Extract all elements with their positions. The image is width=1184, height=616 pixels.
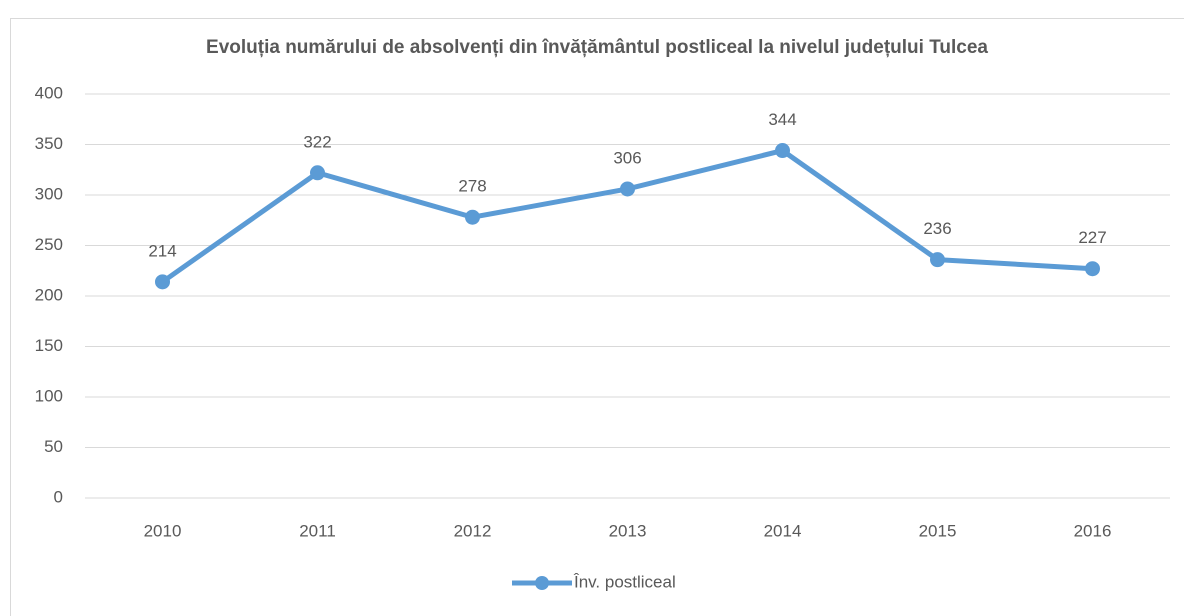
y-tick-label: 250 xyxy=(35,235,63,254)
y-tick-label: 0 xyxy=(54,487,63,506)
chart-title: Evoluția numărului de absolvenți din înv… xyxy=(206,37,988,58)
point-marker xyxy=(465,209,480,225)
point-marker xyxy=(775,143,790,159)
data-label: 322 xyxy=(303,132,331,151)
point-marker xyxy=(930,252,945,268)
y-tick-label: 400 xyxy=(35,83,63,102)
data-label: 236 xyxy=(923,219,951,238)
x-tick-label: 2011 xyxy=(299,521,336,540)
data-label: 227 xyxy=(1078,228,1106,247)
y-tick-label: 100 xyxy=(35,386,63,405)
y-tick-label: 300 xyxy=(35,184,63,203)
y-tick-label: 50 xyxy=(44,437,63,456)
y-tick-label: 350 xyxy=(35,134,63,153)
data-label: 344 xyxy=(768,110,796,129)
point-marker xyxy=(155,274,170,290)
x-tick-label: 2013 xyxy=(609,521,647,540)
x-tick-label: 2016 xyxy=(1074,521,1112,540)
point-marker xyxy=(620,181,635,197)
data-label: 306 xyxy=(613,148,641,167)
data-label: 278 xyxy=(458,177,486,196)
y-tick-label: 200 xyxy=(35,285,63,304)
legend-label: Înv. postliceal xyxy=(573,572,676,591)
data-label: 214 xyxy=(148,241,176,260)
x-tick-label: 2015 xyxy=(919,521,957,540)
point-marker xyxy=(310,165,325,181)
x-tick-label: 2010 xyxy=(144,521,182,540)
legend-marker xyxy=(535,576,549,590)
point-marker xyxy=(1085,261,1100,277)
chart-border xyxy=(10,18,1184,616)
x-tick-label: 2012 xyxy=(454,521,492,540)
x-tick-label: 2014 xyxy=(764,521,802,540)
y-tick-label: 150 xyxy=(35,336,63,355)
